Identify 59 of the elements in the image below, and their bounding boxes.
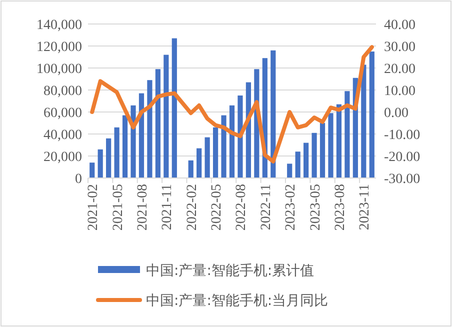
y-tick-label: 140,000 (36, 18, 82, 33)
bar (204, 137, 210, 178)
x-tick-label: 2022-11 (258, 184, 274, 230)
x-tick-label: 2023-02 (284, 184, 299, 231)
y-tick-label: 80,000 (44, 84, 82, 99)
legend-label: 中国:产量:智能手机:累计值 (146, 263, 314, 279)
x-tick-label: 2021-11 (160, 184, 176, 230)
bar (188, 160, 194, 178)
bar (122, 115, 128, 178)
y-tick-label: 0 (75, 172, 82, 187)
bar (90, 162, 95, 178)
bar (361, 64, 366, 178)
x-tick-label: 2021-05 (110, 184, 126, 231)
bar (164, 54, 169, 178)
x-tick-label: 2022-05 (210, 184, 225, 231)
bar (295, 152, 300, 178)
x-tick-label: 2022-08 (234, 184, 250, 231)
bar (328, 113, 334, 178)
bar (155, 69, 160, 178)
bar (287, 164, 292, 178)
line-series (90, 45, 374, 164)
bar (98, 149, 103, 178)
y-tick-label: 120,000 (36, 40, 82, 55)
y2-tick-label: 20.00 (384, 62, 416, 77)
bar (336, 104, 342, 178)
x-tick-label: 2023-11 (358, 184, 373, 230)
y2-tick-label: -10.00 (384, 128, 420, 143)
y-tick-label: 60,000 (44, 106, 82, 121)
y2-tick-label: -30.00 (384, 172, 420, 187)
y-tick-label: 100,000 (36, 62, 82, 77)
x-tick-label: 2022-02 (184, 184, 200, 231)
bar (114, 127, 120, 178)
bar (196, 148, 202, 178)
x-tick-label: 2023-08 (332, 184, 348, 231)
y2-tick-label: -20.00 (384, 150, 420, 165)
y2-tick-label: 0.00 (384, 106, 408, 121)
bar (229, 105, 235, 178)
bar (238, 96, 243, 178)
bar (312, 132, 317, 178)
bar (106, 138, 112, 178)
y2-tick-label: 30.00 (384, 40, 416, 55)
bar (304, 142, 309, 178)
y-tick-label: 20,000 (44, 150, 82, 165)
bar (320, 123, 326, 178)
y-tick-label: 40,000 (44, 128, 82, 143)
bar (270, 50, 276, 178)
bar (369, 52, 374, 178)
x-tick-label: 2021-08 (135, 184, 150, 231)
x-tick-label: 2023-05 (308, 184, 324, 231)
bar (172, 38, 177, 178)
legend-label: 中国:产量:智能手机:当月同比 (146, 293, 328, 309)
bar (212, 127, 218, 178)
x-tick-label: 2021-02 (86, 184, 102, 231)
bar (221, 115, 226, 178)
bar (138, 93, 144, 178)
bar (344, 91, 350, 178)
y2-tick-label: 40.00 (384, 18, 416, 33)
bar (147, 80, 152, 178)
y2-tick-label: 10.00 (384, 84, 416, 99)
